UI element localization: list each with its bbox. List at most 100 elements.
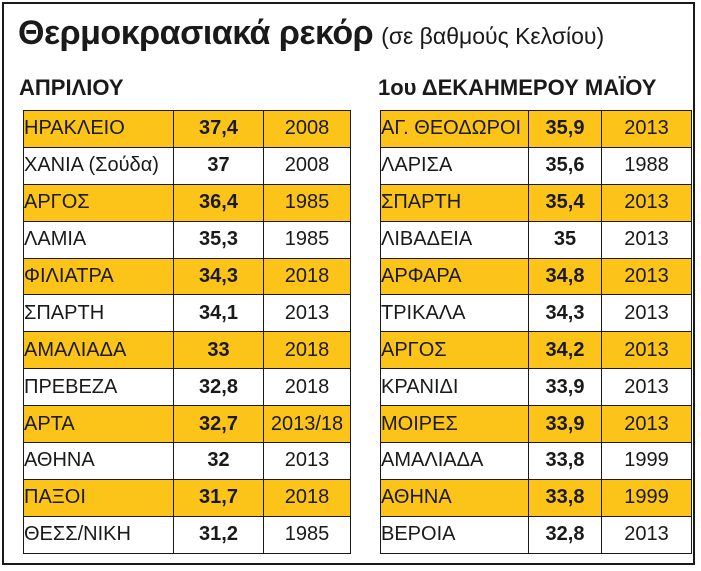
table-row: ΑΡΦΑΡΑ 34,8 2013: [380, 257, 692, 296]
place-cell: ΑΜΑΛΙΑΔΑ: [380, 442, 529, 480]
temperature-cell: 36,4: [173, 183, 264, 222]
page-title: Θερμοκρασιακά ρεκόρ: [18, 14, 374, 52]
place-cell: ΤΡΙΚΑΛΑ: [380, 294, 529, 333]
year-cell: 1999: [601, 478, 692, 517]
place-cell: ΜΟΙΡΕΣ: [380, 405, 529, 444]
year-cell: 2013: [601, 110, 692, 148]
title-row: Θερμοκρασιακά ρεκόρ (σε βαθμούς Κελσίου): [18, 14, 604, 53]
table-row: ΑΜΑΛΙΑΔΑ 33,8 1999: [380, 442, 692, 480]
table-row: ΑΘΗΝΑ 33,8 1999: [380, 478, 692, 517]
table-row: ΛΑΜΙΑ 35,3 1985: [23, 220, 351, 259]
table-row: ΗΡΑΚΛΕΙΟ 37,4 2008: [23, 110, 351, 148]
table-row: ΘΕΣΣ/ΝΙΚΗ 31,2 1985: [23, 515, 351, 554]
temperature-cell: 34,3: [528, 294, 602, 333]
temperature-cell: 35,3: [173, 220, 264, 259]
temperature-cell: 35,9: [528, 110, 602, 148]
temperature-cell: 35,4: [528, 183, 602, 222]
table-row: ΦΙΛΙΑΤΡΑ 34,3 2018: [23, 257, 351, 296]
place-cell: ΗΡΑΚΛΕΙΟ: [23, 110, 174, 148]
table-row: ΑΘΗΝΑ 32 2013: [23, 442, 351, 480]
table-row: ΣΠΑΡΤΗ 35,4 2013: [380, 183, 692, 222]
table-row: ΣΠΑΡΤΗ 34,1 2013: [23, 294, 351, 333]
temperature-cell: 31,7: [173, 478, 264, 517]
temperature-cell: 33,8: [528, 478, 602, 517]
place-cell: ΑΡΤΑ: [23, 405, 174, 444]
place-cell: ΑΡΓΟΣ: [380, 331, 529, 370]
temperature-cell: 34,3: [173, 257, 264, 296]
section-title-april: ΑΠΡΙΛΙΟΥ: [19, 75, 124, 100]
place-cell: ΧΑΝΙΑ (Σούδα): [23, 146, 174, 185]
year-cell: 2018: [263, 478, 351, 517]
place-cell: ΒΕΡΟΙΑ: [380, 515, 529, 554]
temperature-cell: 32: [173, 442, 264, 480]
april-records-table: ΗΡΑΚΛΕΙΟ 37,4 2008 ΧΑΝΙΑ (Σούδα) 37 2008 ΑΡΓΟΣ…: [23, 110, 351, 554]
temperature-cell: 33,9: [528, 368, 602, 407]
year-cell: 1985: [263, 515, 351, 554]
table-row: ΠΑΞΟΙ 31,7 2018: [23, 478, 351, 517]
table-row: ΛΑΡΙΣΑ 35,6 1988: [380, 146, 692, 185]
place-cell: ΠΑΞΟΙ: [23, 478, 174, 517]
year-cell: 2018: [263, 331, 351, 370]
place-cell: ΑΜΑΛΙΑΔΑ: [23, 331, 174, 370]
place-cell: ΣΠΑΡΤΗ: [23, 294, 174, 333]
temperature-cell: 35: [528, 220, 602, 259]
table-row: ΑΜΑΛΙΑΔΑ 33 2018: [23, 331, 351, 370]
place-cell: ΚΡΑΝΙΔΙ: [380, 368, 529, 407]
year-cell: 2013: [601, 368, 692, 407]
place-cell: ΣΠΑΡΤΗ: [380, 183, 529, 222]
place-cell: ΑΘΗΝΑ: [23, 442, 174, 480]
temperature-cell: 33,8: [528, 442, 602, 480]
place-cell: ΛΙΒΑΔΕΙΑ: [380, 220, 529, 259]
year-cell: 2013: [601, 257, 692, 296]
place-cell: ΛΑΜΙΑ: [23, 220, 174, 259]
temperature-cell: 32,8: [528, 515, 602, 554]
year-cell: 2013: [601, 294, 692, 333]
temperature-cell: 33: [173, 331, 264, 370]
year-cell: 2018: [263, 257, 351, 296]
year-cell: 2013: [601, 220, 692, 259]
place-cell: ΘΕΣΣ/ΝΙΚΗ: [23, 515, 174, 554]
temperature-cell: 34,2: [528, 331, 602, 370]
table-row: ΑΓ. ΘΕΟΔΩΡΟΙ 35,9 2013: [380, 110, 692, 148]
year-cell: 2008: [263, 146, 351, 185]
table-row: ΤΡΙΚΑΛΑ 34,3 2013: [380, 294, 692, 333]
table-row: ΠΡΕΒΕΖΑ 32,8 2018: [23, 368, 351, 407]
temperature-cell: 34,1: [173, 294, 264, 333]
temperature-cell: 32,8: [173, 368, 264, 407]
place-cell: ΑΡΓΟΣ: [23, 183, 174, 222]
year-cell: 2013: [601, 515, 692, 554]
table-row: ΑΡΤΑ 32,7 2013/18: [23, 405, 351, 444]
table-row: ΒΕΡΟΙΑ 32,8 2013: [380, 515, 692, 554]
section-title-may: 1ου ΔΕΚΑΗΜΕΡΟΥ ΜΑΪΟΥ: [378, 75, 657, 100]
place-cell: ΛΑΡΙΣΑ: [380, 146, 529, 185]
temperature-cell: 34,8: [528, 257, 602, 296]
year-cell: 2018: [263, 368, 351, 407]
year-cell: 2013: [601, 183, 692, 222]
table-row: ΚΡΑΝΙΔΙ 33,9 2013: [380, 368, 692, 407]
year-cell: 1985: [263, 183, 351, 222]
temperature-cell: 35,6: [528, 146, 602, 185]
place-cell: ΑΡΦΑΡΑ: [380, 257, 529, 296]
page-subtitle: (σε βαθμούς Κελσίου): [381, 23, 605, 49]
table-row: ΜΟΙΡΕΣ 33,9 2013: [380, 405, 692, 444]
temperature-cell: 33,9: [528, 405, 602, 444]
year-cell: 2013: [601, 331, 692, 370]
temperature-cell: 32,7: [173, 405, 264, 444]
table-row: ΛΙΒΑΔΕΙΑ 35 2013: [380, 220, 692, 259]
year-cell: 2013: [263, 294, 351, 333]
infographic-frame: Θερμοκρασιακά ρεκόρ (σε βαθμούς Κελσίου) …: [2, 2, 695, 565]
temperature-cell: 37,4: [173, 110, 264, 148]
year-cell: 2008: [263, 110, 351, 148]
place-cell: ΑΘΗΝΑ: [380, 478, 529, 517]
place-cell: ΠΡΕΒΕΖΑ: [23, 368, 174, 407]
year-cell: 1985: [263, 220, 351, 259]
year-cell: 1999: [601, 442, 692, 480]
table-row: ΑΡΓΟΣ 34,2 2013: [380, 331, 692, 370]
temperature-cell: 31,2: [173, 515, 264, 554]
year-cell: 1988: [601, 146, 692, 185]
year-cell: 2013: [263, 442, 351, 480]
place-cell: ΦΙΛΙΑΤΡΑ: [23, 257, 174, 296]
year-cell: 2013/18: [263, 405, 351, 444]
place-cell: ΑΓ. ΘΕΟΔΩΡΟΙ: [380, 110, 529, 148]
temperature-cell: 37: [173, 146, 264, 185]
